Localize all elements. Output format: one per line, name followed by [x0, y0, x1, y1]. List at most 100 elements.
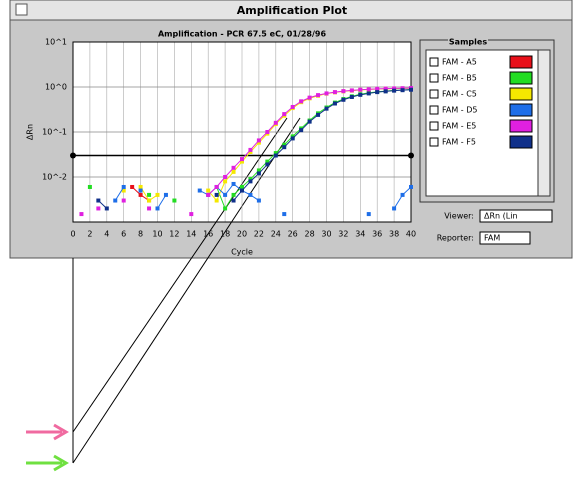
- data-point: [96, 206, 101, 211]
- data-point: [316, 112, 321, 117]
- data-point: [366, 212, 371, 217]
- data-point: [341, 97, 346, 102]
- x-tick-label: 6: [121, 230, 126, 239]
- sample-checkbox[interactable]: [429, 89, 439, 99]
- data-point: [256, 198, 261, 203]
- y-tick-label: 10^0: [45, 83, 67, 92]
- data-point: [273, 153, 278, 158]
- series-line: [114, 183, 412, 209]
- data-point: [223, 175, 228, 179]
- data-point: [392, 86, 397, 91]
- data-point: [121, 184, 126, 189]
- data-point: [400, 88, 405, 93]
- data-point: [231, 169, 236, 174]
- data-point: [332, 101, 337, 106]
- data-point: [155, 206, 160, 211]
- title-bg: [230, 5, 354, 17]
- data-point: [290, 136, 295, 141]
- data-point: [383, 89, 388, 94]
- x-tick-label: 40: [406, 230, 416, 239]
- x-tick-label: 16: [203, 230, 213, 239]
- data-point: [163, 192, 168, 197]
- data-point: [409, 87, 413, 92]
- y-tick-label: 10^-2: [42, 173, 67, 182]
- x-tick-label: 22: [254, 230, 264, 239]
- data-point: [248, 179, 253, 184]
- window-title: Amplification Plot: [237, 4, 347, 17]
- y-axis-label: ΔRn: [26, 124, 35, 140]
- x-axis-label: Cycle: [231, 248, 253, 257]
- data-point: [223, 206, 228, 211]
- x-tick-label: 8: [138, 230, 143, 239]
- green-arrow: [26, 454, 69, 472]
- sample-checkbox[interactable]: [429, 57, 439, 67]
- x-tick-label: 26: [288, 230, 298, 239]
- legend-label: FAM - F5: [442, 138, 476, 147]
- x-tick-label: 10: [152, 230, 162, 239]
- data-point: [223, 192, 228, 197]
- data-point: [138, 188, 143, 193]
- legend-swatch: [509, 135, 533, 149]
- data-point: [332, 90, 337, 95]
- x-tick-label: 4: [104, 230, 109, 239]
- data-point: [256, 140, 261, 145]
- x-tick-label: 24: [271, 230, 281, 239]
- viewer-value: ΔRn (Lin: [484, 212, 518, 221]
- legend-label: FAM - C5: [442, 90, 477, 99]
- data-point: [265, 162, 270, 167]
- x-tick-label: 2: [87, 230, 92, 239]
- x-tick-label: 12: [169, 230, 179, 239]
- data-point: [273, 120, 278, 125]
- legend-label: FAM - E5: [442, 122, 476, 131]
- data-point: [349, 94, 354, 99]
- data-point: [358, 92, 363, 97]
- reporter-value: FAM: [484, 234, 500, 243]
- x-tick-label: 30: [321, 230, 331, 239]
- scrollbar[interactable]: [537, 49, 551, 197]
- sample-checkbox[interactable]: [429, 105, 439, 115]
- x-tick-label: 14: [186, 230, 196, 239]
- data-point: [290, 104, 295, 109]
- x-tick-label: 28: [305, 230, 315, 239]
- data-point: [248, 192, 253, 197]
- data-point: [231, 181, 236, 186]
- samples-title-bg: [448, 37, 488, 45]
- data-point: [197, 188, 202, 193]
- data-point: [248, 147, 253, 152]
- data-point: [147, 198, 152, 203]
- data-point: [324, 106, 329, 111]
- data-point: [265, 159, 270, 164]
- data-point: [214, 184, 219, 189]
- data-point: [206, 188, 211, 193]
- data-point: [282, 112, 287, 117]
- close-box[interactable]: [15, 3, 28, 16]
- sample-checkbox[interactable]: [429, 73, 439, 83]
- data-point: [189, 212, 194, 217]
- x-tick-label: 18: [220, 230, 230, 239]
- data-point: [375, 86, 380, 91]
- data-point: [121, 198, 126, 203]
- data-point: [299, 99, 304, 104]
- x-tick-label: 34: [355, 230, 365, 239]
- data-point: [104, 206, 109, 211]
- data-point: [223, 179, 228, 184]
- sample-checkbox[interactable]: [429, 121, 439, 131]
- legend-swatch: [509, 103, 533, 117]
- y-tick-label: 10^-1: [42, 128, 67, 137]
- viewer-dropdown[interactable]: [479, 209, 553, 223]
- reporter-dropdown[interactable]: [479, 231, 531, 245]
- data-point: [231, 165, 236, 170]
- data-point: [256, 168, 261, 173]
- x-tick-label: 32: [338, 230, 348, 239]
- data-point: [324, 91, 329, 96]
- data-point: [240, 157, 244, 162]
- data-point: [358, 87, 363, 92]
- sample-checkbox[interactable]: [429, 137, 439, 147]
- samples-title: Samples: [449, 38, 487, 47]
- legend-swatch: [509, 55, 533, 69]
- data-point: [392, 88, 397, 93]
- data-point: [392, 206, 397, 211]
- data-point: [155, 192, 160, 197]
- data-point: [214, 198, 219, 203]
- data-point: [409, 184, 413, 189]
